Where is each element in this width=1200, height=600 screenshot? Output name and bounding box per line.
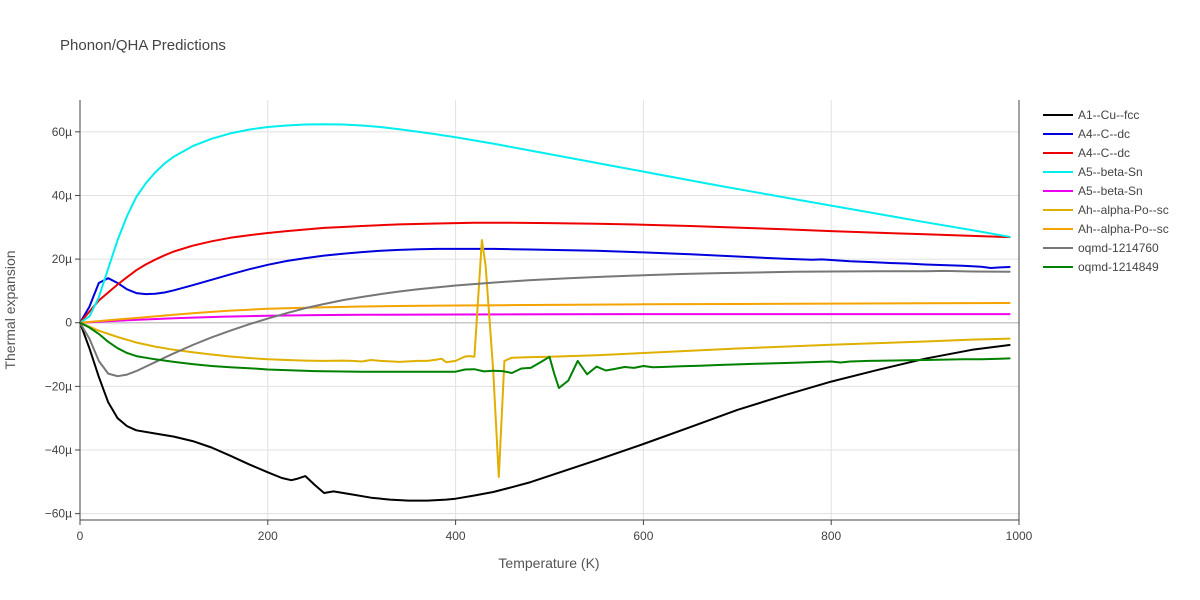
y-tick-label: 60µ: [52, 125, 72, 139]
legend-item-6[interactable]: Ah--alpha-Po--sc: [1043, 203, 1169, 217]
series-line-8: [79, 269, 1011, 378]
y-tick-label: −40µ: [45, 443, 72, 457]
legend-label: A4--C--dc: [1078, 127, 1130, 141]
x-tick-label: 400: [446, 529, 466, 543]
x-tick-label: 800: [821, 529, 841, 543]
legend-item-5[interactable]: A5--beta-Sn: [1043, 184, 1143, 198]
x-tick-label: 600: [633, 529, 653, 543]
legend-item-8[interactable]: oqmd-1214760: [1043, 241, 1159, 255]
series-line-1: [79, 321, 1011, 502]
x-tick-label: 200: [258, 529, 278, 543]
legend-label: Ah--alpha-Po--sc: [1078, 203, 1169, 217]
legend-item-4[interactable]: A5--beta-Sn: [1043, 165, 1143, 179]
series-line-4: [79, 123, 1011, 324]
legend-item-1[interactable]: A1--Cu--fcc: [1043, 108, 1139, 122]
legend-label: oqmd-1214760: [1078, 241, 1159, 255]
legend-item-7[interactable]: Ah--alpha-Po--sc: [1043, 222, 1169, 236]
legend-label: Ah--alpha-Po--sc: [1078, 222, 1169, 236]
x-tick-label: 0: [77, 529, 84, 543]
y-tick-label: 40µ: [52, 188, 72, 202]
series-line-9: [79, 321, 1011, 389]
legend-item-3[interactable]: A4--C--dc: [1043, 146, 1130, 160]
legend-label: A1--Cu--fcc: [1078, 108, 1139, 122]
y-tick-label: −60µ: [45, 507, 72, 521]
legend-item-2[interactable]: A4--C--dc: [1043, 127, 1130, 141]
x-tick-label: 1000: [1006, 529, 1033, 543]
series-line-6: [79, 239, 1011, 478]
legend-label: A5--beta-Sn: [1078, 184, 1143, 198]
series-line-7: [79, 302, 1011, 324]
axes: 0 200 400 600 800 1000 −60µ −40µ −20µ 0 20µ 40µ 60µ: [45, 100, 1033, 543]
chart-title: Phonon/QHA Predictions: [60, 37, 226, 54]
plot-area: [79, 123, 1011, 502]
x-axis-title: Temperature (K): [498, 555, 599, 571]
legend[interactable]: A1--Cu--fcc A4--C--dc A4--C--dc A5--beta-Sn…: [1043, 108, 1169, 274]
legend-label: A4--C--dc: [1078, 146, 1130, 160]
y-tick-label: 20µ: [52, 252, 72, 266]
grid: [80, 100, 1020, 520]
legend-label: A5--beta-Sn: [1078, 165, 1143, 179]
series-line-5: [79, 313, 1011, 324]
y-tick-label: 0: [65, 316, 72, 330]
series-line-3: [79, 221, 1011, 324]
legend-label: oqmd-1214849: [1078, 260, 1159, 274]
legend-item-9[interactable]: oqmd-1214849: [1043, 260, 1159, 274]
y-tick-label: −20µ: [45, 379, 72, 393]
series-line-2: [79, 247, 1011, 324]
y-axis-title: Thermal expansion: [2, 250, 18, 369]
